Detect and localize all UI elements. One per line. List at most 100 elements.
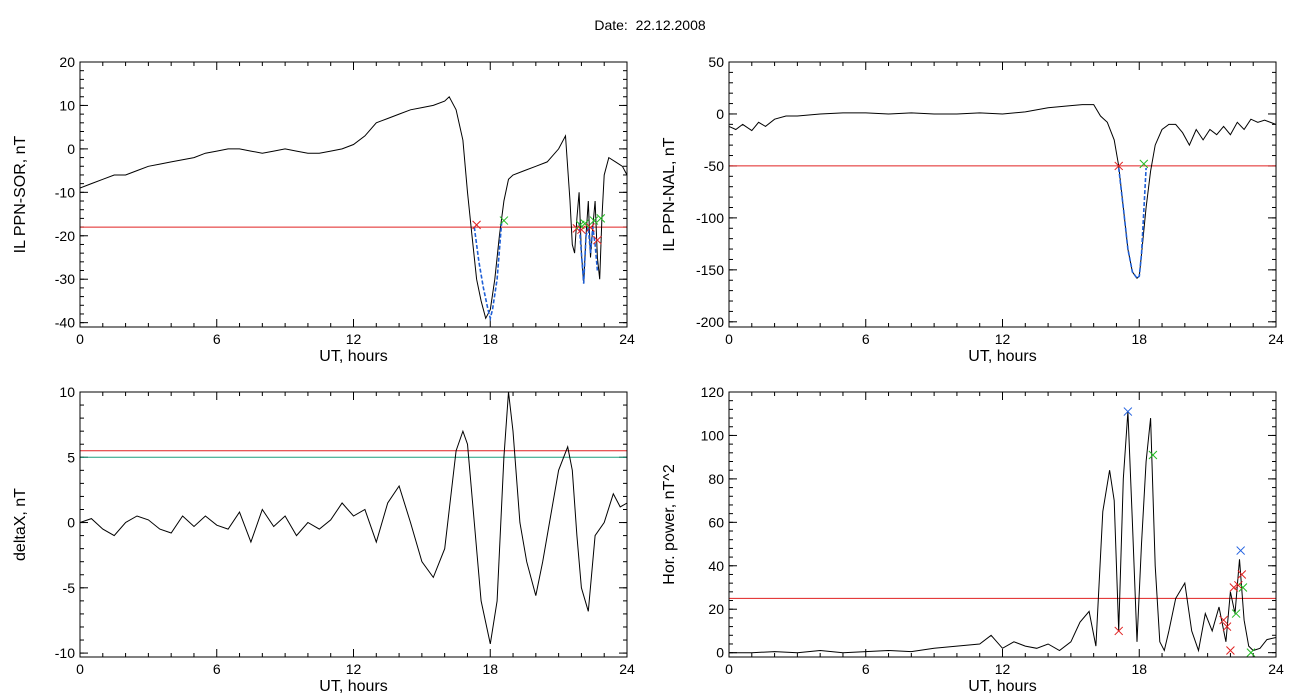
il-ppn-sor-x-tick-label: 0 [76,331,84,347]
hor-power-x-tick-label: 18 [1131,661,1147,677]
deltax-y-axis-label: deltaX, nT [12,488,29,561]
deltax-x-tick-label: 24 [619,661,635,677]
hor-power-frame [728,391,1277,658]
il-ppn-sor-x-tick-label: 6 [213,331,221,347]
il-ppn-sor-y-tick-label: 0 [67,141,75,157]
hor-power-marker-stroke [1237,570,1247,579]
il-ppn-sor-y-axis-label: IL PPN-SOR, nT [12,135,29,253]
il-ppn-sor-marker-stroke [577,225,586,235]
il-ppn-sor-y-tick-label: -40 [55,315,75,331]
il-ppn-nal-y-tick-label: -50 [704,158,724,174]
il-ppn-nal-series-line [729,104,1276,279]
hor-power-marker-stroke [1234,580,1243,590]
il-ppn-nal-marker-stroke [1114,161,1124,171]
hor-power-y-tick-label: 80 [708,471,724,487]
il-ppn-sor-point-marker [499,216,509,225]
hor-power-x-tick-label: 0 [725,661,733,677]
il-ppn-sor-point-marker [596,214,606,223]
il-ppn-sor-x-tick-label: 24 [619,331,635,347]
deltax-x-tick-label: 18 [482,661,498,677]
hor-power-marker-stroke [1123,407,1133,416]
il-ppn-sor-marker-stroke [586,223,595,232]
il-ppn-sor-point-marker [593,235,602,245]
hor-power-marker-stroke [1148,450,1158,460]
il-ppn-nal-y-tick-label: -100 [696,210,724,226]
il-ppn-nal-x-tick-label: 12 [995,331,1011,347]
il-ppn-sor-point-marker [577,225,586,235]
deltax-y-tick-label: -10 [55,645,75,661]
page-title: Date: 22.12.2008 [594,17,706,33]
hor-power-point-marker [1226,646,1235,655]
hor-power-y-tick-label: 100 [701,427,725,443]
hor-power-y-tick-label: 20 [708,601,724,617]
il-ppn-nal-x-tick-label: 18 [1131,331,1147,347]
il-ppn-sor-series-line [80,95,627,320]
il-ppn-sor-highlight-segment [473,222,503,322]
hor-power-y-axis-label: Hor. power, nT^2 [661,464,678,585]
hor-power-y-tick-label: 0 [716,645,724,661]
hor-power-y-tick-label: 60 [708,514,724,530]
deltax-y-tick-label: -5 [63,580,76,596]
hor-power-point-marker [1222,622,1232,631]
hor-power-marker-stroke [1222,622,1232,631]
il-ppn-nal-marker-stroke [1139,159,1149,169]
il-ppn-sor-y-tick-label: 20 [59,54,75,70]
deltax-panel: 0 6 12 18 24 10 5 0 -5 -10 UT, hours deltaX, nT [12,384,635,695]
il-ppn-sor-x-axis-label: UT, hours [319,348,387,365]
hor-power-marker-stroke [1226,646,1235,655]
il-ppn-sor-point-marker [472,220,481,230]
il-ppn-nal-frame [728,61,1277,328]
hor-power-x-tick-label: 12 [995,661,1011,677]
deltax-y-tick-label: 10 [59,384,75,400]
hor-power-x-axis-label: UT, hours [968,678,1036,695]
il-ppn-sor-plot-area [80,95,627,322]
hor-power-point-marker [1123,407,1133,416]
il-ppn-sor-marker-stroke [472,220,481,230]
hor-power-marker-stroke [1246,648,1256,658]
hor-power-panel: 0 6 12 18 24 120 100 80 60 40 20 0 UT, hours Hor. pow… [661,384,1284,695]
il-ppn-sor-point-marker [580,219,590,228]
il-ppn-sor-marker-stroke [499,216,509,225]
hor-power-point-marker [1219,615,1228,625]
il-ppn-sor-y-tick-label: -10 [55,184,75,200]
il-ppn-nal-plot-area [729,104,1276,280]
hor-power-y-tick-label: 40 [708,558,724,574]
il-ppn-nal-x-tick-label: 6 [862,331,870,347]
il-ppn-nal-y-axis-label: IL PPN-NAL, nT [661,137,678,251]
il-ppn-nal-point-marker [1139,159,1149,169]
il-ppn-nal-panel: 0 6 12 18 24 50 0 -50 -100 -150 -200 UT, hours IL PP… [661,54,1284,365]
il-ppn-sor-x-tick-label: 12 [346,331,362,347]
deltax-frame [79,391,628,658]
il-ppn-sor-y-tick-label: -30 [55,271,75,287]
il-ppn-sor-y-tick-label: -20 [55,228,75,244]
deltax-x-axis-label: UT, hours [319,678,387,695]
hor-power-x-tick-label: 6 [862,661,870,677]
il-ppn-nal-x-axis-label: UT, hours [968,348,1036,365]
il-ppn-sor-y-tick-label: 10 [59,97,75,113]
il-ppn-sor-marker-stroke [580,219,590,228]
il-ppn-sor-marker-stroke [589,216,599,225]
hor-power-marker-stroke [1238,583,1248,592]
hor-power-point-marker [1229,583,1239,592]
il-ppn-sor-point-marker [586,223,595,232]
deltax-y-tick-label: 0 [67,515,75,531]
il-ppn-nal-x-tick-label: 0 [725,331,733,347]
deltax-series-line [80,392,627,645]
il-ppn-sor-point-marker [589,216,599,225]
il-ppn-nal-y-tick-label: -150 [696,262,724,278]
il-ppn-sor-x-tick-label: 18 [482,331,498,347]
hor-power-point-marker [1234,580,1243,590]
hor-power-series-line [729,411,1276,654]
hor-power-marker-stroke [1236,546,1246,555]
hor-power-marker-stroke [1219,615,1228,625]
il-ppn-nal-point-marker [1114,161,1124,171]
il-ppn-sor-frame [79,61,628,328]
deltax-x-tick-label: 12 [346,661,362,677]
il-ppn-nal-y-tick-label: 0 [716,106,724,122]
deltax-x-tick-label: 6 [213,661,221,677]
deltax-y-tick-label: 5 [67,449,75,465]
il-ppn-sor-panel: 0 6 12 18 24 20 10 0 -10 -20 -30 -40 UT, hours IL PPN… [12,54,635,365]
hor-power-point-marker [1246,648,1256,658]
hor-power-marker-stroke [1229,583,1239,592]
